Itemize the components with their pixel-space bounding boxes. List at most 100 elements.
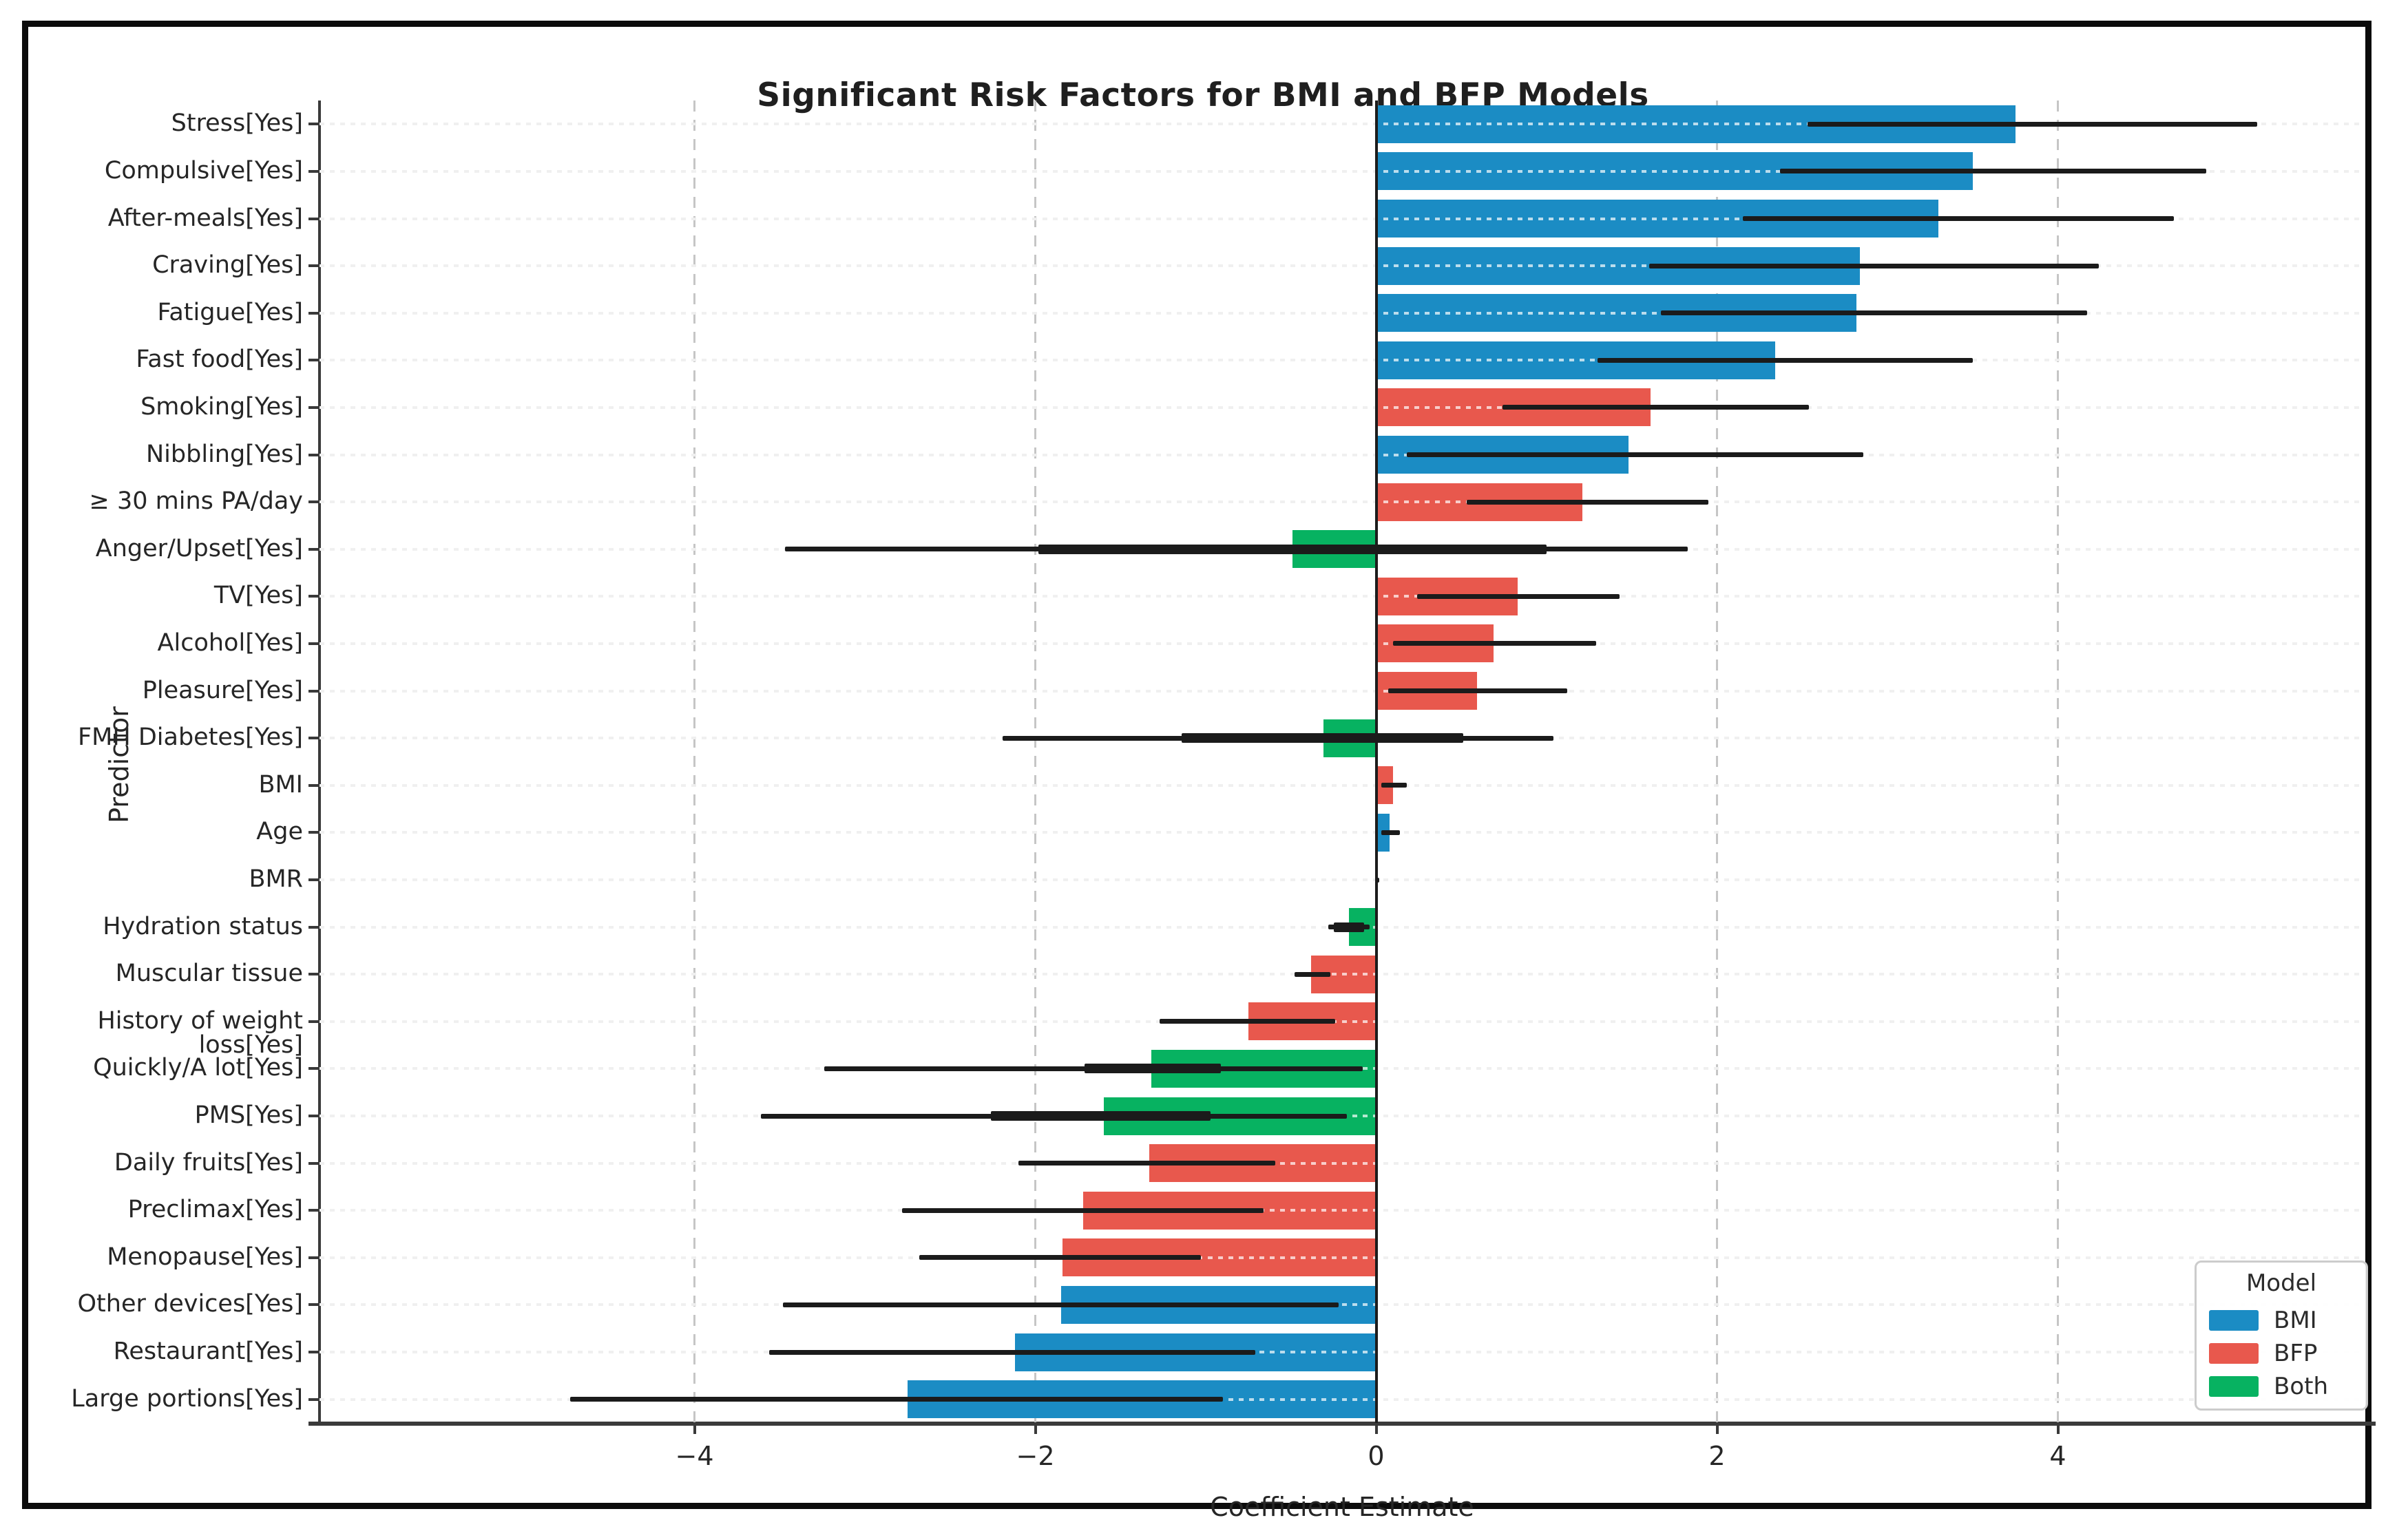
h-gridline-overlay bbox=[320, 123, 2365, 126]
h-gridline-overlay bbox=[320, 831, 2365, 834]
category-label: Age bbox=[256, 818, 303, 846]
ci-errorbar bbox=[1807, 121, 2258, 127]
h-gridline-overlay bbox=[320, 878, 2365, 882]
legend-item: Both bbox=[2209, 1370, 2354, 1403]
y-tick-mark bbox=[308, 405, 320, 409]
category-label: TV[Yes] bbox=[213, 582, 303, 610]
x-tick-mark bbox=[2056, 1423, 2060, 1434]
ci-errorbar bbox=[1416, 593, 1620, 599]
ci-errorbar bbox=[1381, 783, 1407, 788]
legend: Model BMI BFP Both bbox=[2195, 1261, 2368, 1411]
y-tick-mark bbox=[308, 783, 320, 787]
ci-errorbar bbox=[1598, 357, 1973, 363]
y-tick-mark bbox=[308, 500, 320, 504]
y-tick-mark bbox=[308, 1161, 320, 1165]
legend-item: BMI bbox=[2209, 1304, 2354, 1337]
category-label: Hydration status bbox=[103, 912, 303, 940]
y-tick-mark bbox=[308, 689, 320, 693]
category-label: Smoking[Yes] bbox=[140, 392, 303, 421]
h-gridline-overlay bbox=[320, 169, 2365, 173]
h-gridline-overlay bbox=[320, 1161, 2365, 1165]
ci-errorbar bbox=[919, 1255, 1201, 1261]
y-tick-mark bbox=[308, 595, 320, 598]
h-gridline-overlay bbox=[320, 689, 2365, 693]
ci-errorbar bbox=[1466, 499, 1709, 505]
v-gridline bbox=[1716, 101, 1718, 1423]
v-gridline bbox=[1034, 101, 1036, 1423]
category-label: Craving[Yes] bbox=[152, 251, 303, 279]
y-tick-mark bbox=[308, 311, 320, 315]
h-gridline-overlay bbox=[320, 1020, 2365, 1023]
x-tick-label: 0 bbox=[1368, 1441, 1385, 1471]
h-gridline-overlay bbox=[320, 311, 2365, 315]
h-gridline-overlay bbox=[320, 1209, 2365, 1212]
h-gridline-overlay bbox=[320, 595, 2365, 598]
ci-errorbar bbox=[1502, 405, 1810, 410]
h-gridline-overlay bbox=[320, 217, 2365, 220]
ci-errorbar-inner bbox=[1182, 733, 1463, 743]
y-tick-mark bbox=[308, 878, 320, 882]
y-tick-mark bbox=[308, 453, 320, 456]
v-gridline bbox=[2057, 101, 2059, 1423]
legend-swatch-both bbox=[2209, 1376, 2259, 1397]
ci-errorbar bbox=[1742, 216, 2174, 222]
y-tick-mark bbox=[308, 123, 320, 126]
x-tick-mark bbox=[1034, 1423, 1037, 1434]
ci-errorbar bbox=[569, 1397, 1223, 1402]
h-gridline-overlay bbox=[320, 453, 2365, 456]
category-label: Restaurant[Yes] bbox=[113, 1338, 303, 1366]
y-tick-mark bbox=[308, 1067, 320, 1070]
category-label: Stress[Yes] bbox=[171, 109, 303, 138]
y-tick-mark bbox=[308, 973, 320, 976]
y-tick-mark bbox=[308, 217, 320, 220]
y-tick-mark bbox=[308, 925, 320, 929]
x-tick-mark bbox=[1715, 1423, 1719, 1434]
y-axis-spine bbox=[318, 101, 321, 1423]
category-label: Compulsive[Yes] bbox=[104, 156, 303, 184]
h-gridline-overlay bbox=[320, 783, 2365, 787]
x-tick-label: 2 bbox=[1708, 1441, 1726, 1471]
ci-errorbar bbox=[1376, 877, 1379, 883]
h-gridline-overlay bbox=[320, 1397, 2365, 1401]
h-gridline-overlay bbox=[320, 1303, 2365, 1307]
category-label: Fast food[Yes] bbox=[136, 346, 303, 374]
category-label: Nibbling[Yes] bbox=[146, 440, 303, 468]
ci-errorbar bbox=[1160, 1019, 1336, 1024]
plot-area: −4 −2 0 2 4 Stress[Yes] Compulsive[Yes] After-m… bbox=[71, 101, 2376, 1471]
y-tick-mark bbox=[308, 1020, 320, 1023]
legend-item: BFP bbox=[2209, 1337, 2354, 1370]
category-label: Daily fruits[Yes] bbox=[114, 1148, 303, 1177]
y-tick-mark bbox=[308, 831, 320, 834]
category-label: PMS[Yes] bbox=[194, 1101, 303, 1130]
legend-item-label: BFP bbox=[2274, 1340, 2318, 1367]
category-label: ≥ 30 mins PA/day bbox=[89, 487, 303, 516]
category-label: BMI bbox=[258, 770, 303, 799]
x-axis-label: Coefficient Estimate bbox=[1210, 1492, 1474, 1522]
legend-swatch-bfp bbox=[2209, 1343, 2259, 1364]
x-tick-label: 4 bbox=[2049, 1441, 2066, 1471]
legend-title: Model bbox=[2245, 1269, 2317, 1297]
ci-errorbar bbox=[1407, 452, 1864, 458]
h-gridline-overlay bbox=[320, 264, 2365, 268]
y-tick-mark bbox=[308, 737, 320, 740]
category-label: BMR bbox=[249, 865, 303, 894]
category-label: Other devices[Yes] bbox=[77, 1290, 303, 1318]
ci-errorbar bbox=[1294, 971, 1330, 977]
h-gridline-overlay bbox=[320, 405, 2365, 409]
category-label: Preclimax[Yes] bbox=[127, 1196, 303, 1224]
y-tick-mark bbox=[308, 1115, 320, 1118]
ci-errorbar-inner bbox=[1333, 922, 1365, 932]
ci-errorbar bbox=[1648, 263, 2099, 268]
ci-errorbar-inner bbox=[991, 1111, 1211, 1121]
category-label: Large portions[Yes] bbox=[71, 1384, 303, 1413]
x-tick-label: −4 bbox=[675, 1441, 714, 1471]
zero-line bbox=[1374, 101, 1378, 1423]
x-tick-label: −2 bbox=[1016, 1441, 1055, 1471]
category-label: Quickly/A lot[Yes] bbox=[93, 1054, 303, 1082]
ci-errorbar-inner bbox=[1085, 1064, 1222, 1074]
legend-item-label: Both bbox=[2274, 1373, 2329, 1400]
h-gridline-overlay bbox=[320, 1256, 2365, 1259]
ci-errorbar bbox=[1388, 688, 1567, 694]
category-label: Fatigue[Yes] bbox=[157, 298, 303, 326]
